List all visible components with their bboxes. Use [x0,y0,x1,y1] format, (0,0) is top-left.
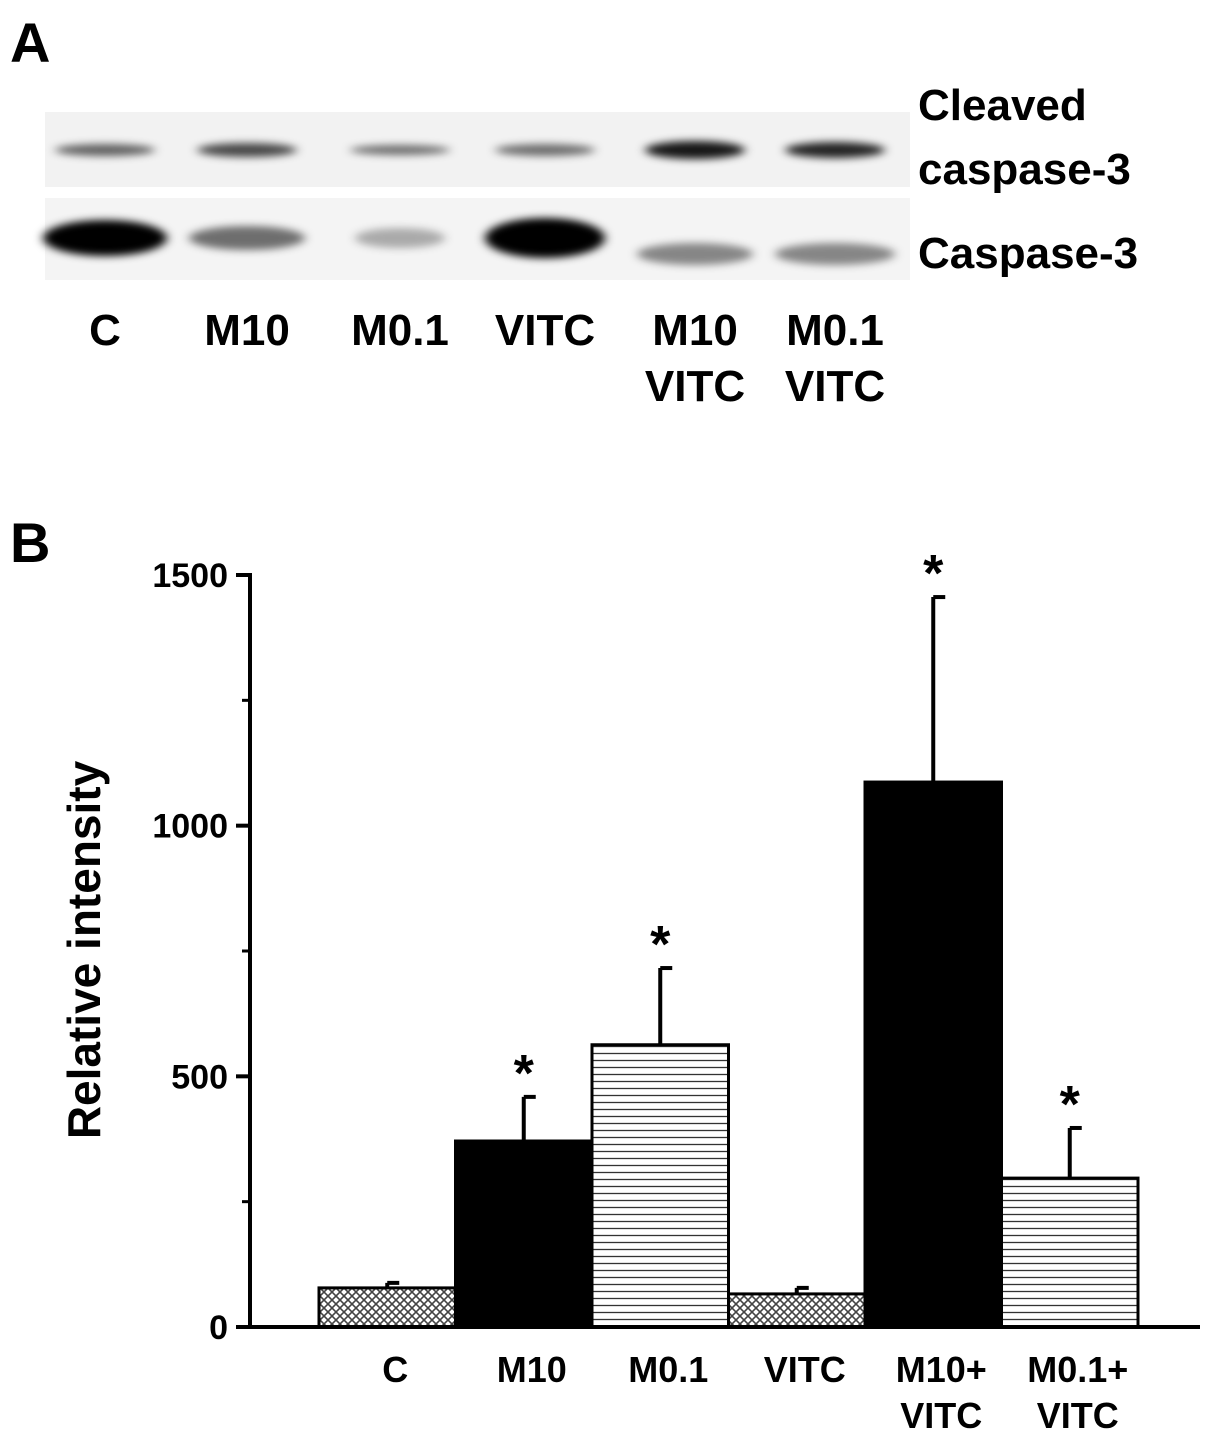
band [197,143,297,157]
band [637,243,753,265]
bar [727,1292,867,1329]
x-tick-label: M0.1+ VITC [1027,1349,1128,1436]
band [350,145,450,155]
significance-label: * [1060,1076,1081,1134]
band [495,144,595,156]
panel-label: A [10,11,50,74]
bar [863,780,1003,1329]
x-tick-label: M10 [497,1349,567,1390]
band [645,141,745,159]
lane-label: M10 VITC [645,306,745,411]
bar [590,1043,730,1329]
band [775,243,895,265]
band [43,220,167,256]
blot-strip [45,112,910,187]
lane-label: C [89,306,121,355]
band [55,144,155,156]
band-label: Cleaved caspase-3 [918,81,1131,194]
x-tick-label: M0.1 [628,1349,708,1390]
bar [454,1139,594,1329]
lane-label: M0.1 [351,306,449,355]
blot-bands [43,141,895,265]
x-tick-label: M10+ VITC [896,1349,987,1436]
blot-strip [45,198,910,280]
panel-label: B [10,511,50,574]
band-label: Caspase-3 [918,229,1138,278]
significance-label: * [514,1045,535,1103]
error-bar [521,1094,536,1142]
error-bar [931,595,946,783]
band [785,142,885,158]
error-bar [658,966,673,1045]
lane-label: M0.1 VITC [785,306,885,411]
bar [1000,1176,1140,1329]
y-axis-label: Relative intensity [58,760,110,1139]
x-tick-label: C [382,1349,408,1390]
significance-label: * [923,545,944,603]
significance-label: * [650,916,671,974]
y-tick-label: 1500 [152,557,228,595]
lane-label: M10 [204,306,290,355]
band [355,228,445,248]
error-bar [1067,1125,1082,1179]
y-tick-label: 1000 [152,808,228,846]
bar [317,1286,457,1329]
band [485,218,605,258]
x-tick-label: VITC [764,1349,846,1390]
y-tick-label: 0 [209,1309,228,1347]
lane-label: VITC [495,306,595,355]
band [189,226,305,250]
y-tick-label: 500 [171,1058,228,1096]
